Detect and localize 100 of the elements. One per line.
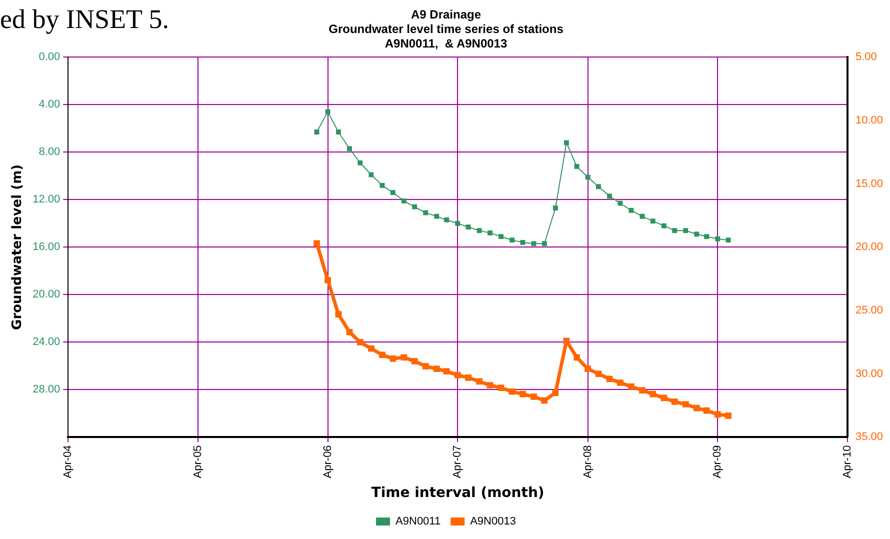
point [682, 401, 689, 408]
point [671, 398, 678, 405]
y2-tick-label: 15.00 [855, 178, 884, 190]
y-tick-label: 28.00 [32, 384, 60, 396]
point [672, 228, 678, 234]
point [423, 210, 428, 216]
point [368, 172, 374, 178]
point [520, 240, 526, 245]
legend-label: A9N0011 [396, 516, 441, 528]
x-axis-title: Time interval (month) [371, 485, 544, 502]
text: ed by INSET 5. [0, 4, 169, 34]
y2-tick-label: 25.00 [855, 304, 884, 317]
point [422, 363, 429, 370]
x-tick-label: Apr-09 [712, 445, 724, 478]
point [574, 354, 580, 361]
y-tick-label: 0.00 [38, 51, 60, 64]
point [552, 206, 558, 210]
point [607, 194, 612, 199]
point [640, 214, 645, 219]
chart-title: A9 Drainage Groundwater level time series of stations A9N0011, & A9N0013 [328, 8, 564, 50]
y-tick-label: 16.00 [32, 241, 60, 254]
point [585, 174, 590, 180]
point [694, 232, 700, 237]
point [531, 241, 536, 246]
x-tick-label: Apr-07 [452, 445, 464, 478]
point [660, 394, 668, 402]
point [520, 390, 526, 398]
point [380, 182, 385, 188]
point [584, 366, 591, 372]
point [443, 368, 450, 374]
y2-tick-label: 20.00 [855, 241, 884, 254]
point [325, 109, 330, 114]
y-axis-title: Groundwater level (m) [10, 164, 26, 330]
point [704, 234, 710, 239]
point [628, 208, 634, 213]
point [476, 378, 482, 385]
point [488, 230, 492, 236]
point [411, 358, 418, 364]
point [400, 354, 408, 361]
point [401, 198, 406, 204]
point [650, 218, 656, 224]
point [455, 220, 460, 226]
point [465, 374, 472, 381]
point [510, 238, 515, 243]
point [563, 338, 570, 344]
point [606, 376, 613, 382]
point [390, 355, 396, 362]
y-tick-label: 8.00 [38, 146, 60, 158]
point [486, 382, 494, 388]
point [714, 411, 721, 418]
y-tick-label: 20.00 [32, 288, 60, 301]
point [683, 228, 688, 234]
point [433, 366, 440, 372]
point [508, 388, 516, 395]
point [596, 184, 601, 190]
point [412, 204, 418, 210]
point [542, 241, 547, 246]
y-tick-label: 4.00 [38, 98, 60, 111]
point [390, 190, 396, 196]
y2-tick-label: 35.00 [855, 431, 884, 444]
y2-tick-label: 30.00 [855, 368, 884, 380]
point [616, 380, 624, 386]
point [498, 234, 504, 239]
x-tick-label: Apr-10 [842, 445, 854, 478]
point [347, 146, 352, 152]
point [356, 339, 364, 346]
point [314, 240, 320, 247]
point [693, 404, 700, 412]
point [703, 407, 710, 414]
x-tick-label: Apr-05 [192, 445, 204, 478]
x-tick-label: Apr-04 [62, 445, 74, 478]
point [454, 372, 461, 378]
y2-tick-label: 5.00 [855, 51, 877, 64]
point [726, 238, 731, 243]
point [498, 384, 504, 391]
point [725, 412, 732, 419]
point [530, 393, 537, 400]
y2-tick-label: 10.00 [855, 114, 884, 127]
point [552, 390, 559, 396]
point [574, 164, 580, 169]
x-tick-label: Apr-06 [322, 445, 334, 478]
point [715, 236, 720, 242]
point [358, 160, 363, 166]
point [564, 140, 569, 146]
y-tick-label: 12.00 [32, 194, 60, 206]
point [650, 390, 656, 398]
point [335, 311, 342, 318]
point [628, 383, 634, 390]
point [314, 130, 320, 134]
point [336, 130, 341, 134]
point [434, 214, 440, 219]
point [541, 397, 548, 404]
y-tick-label: 24.00 [32, 336, 60, 348]
point [618, 200, 623, 206]
x-tick-label: Apr-08 [582, 445, 594, 478]
point [476, 228, 482, 234]
point [368, 345, 374, 352]
point [466, 224, 471, 230]
point [661, 223, 666, 228]
legend-label: A9N0013 [470, 516, 516, 528]
